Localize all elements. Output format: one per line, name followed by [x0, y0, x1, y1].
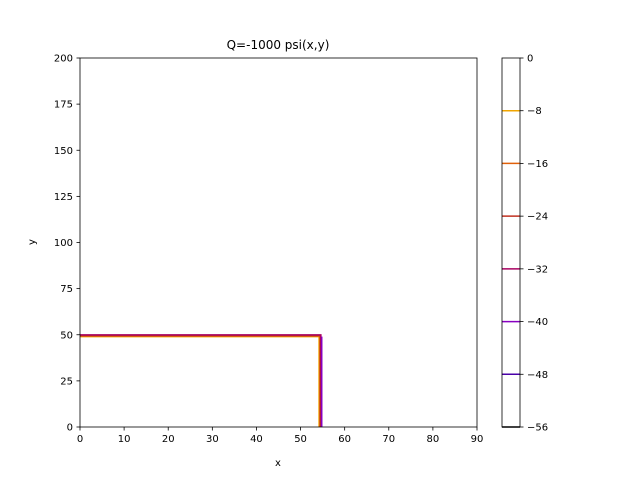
- plot-frame: [79, 57, 478, 428]
- contour-line-2: [80, 334, 322, 427]
- contour-line-3: [80, 334, 323, 428]
- contour-line-1: [80, 335, 321, 427]
- x-axis-ticks: 0 10 20 30 40 50 60 70 80 90: [77, 427, 484, 445]
- colorbar-tick-label: −16: [527, 159, 548, 170]
- y-axis-label: y: [27, 239, 38, 245]
- x-tick-label: 80: [427, 434, 440, 445]
- colorbar-lines: [502, 109, 520, 428]
- x-axis-label: x: [275, 458, 281, 469]
- colorbar-frame: [501, 57, 521, 428]
- contour-line-0: [80, 335, 320, 427]
- x-tick-label: 0: [77, 434, 83, 445]
- colorbar-ticks: 0 −8 −16 −24 −32 −40 −48 −56: [520, 54, 548, 434]
- colorbar: 0 −8 −16 −24 −32 −40 −48 −56: [501, 54, 548, 434]
- x-tick-label: 40: [250, 434, 263, 445]
- y-tick-label: 75: [60, 284, 73, 295]
- colorbar-tick-label: −48: [527, 370, 548, 381]
- colorbar-tick-label: −32: [527, 264, 548, 275]
- y-tick-label: 200: [54, 54, 73, 65]
- x-tick-label: 10: [118, 434, 131, 445]
- x-tick-label: 30: [206, 434, 219, 445]
- y-tick-label: 0: [67, 423, 73, 434]
- x-tick-label: 50: [294, 434, 307, 445]
- contour-layer: [80, 334, 323, 428]
- y-tick-label: 50: [60, 330, 73, 341]
- x-tick-label: 90: [471, 434, 484, 445]
- colorbar-tick-label: 0: [527, 54, 533, 65]
- y-tick-label: 25: [60, 376, 73, 387]
- y-tick-label: 100: [54, 238, 73, 249]
- x-tick-label: 70: [382, 434, 395, 445]
- x-tick-label: 60: [338, 434, 351, 445]
- y-axis-ticks: 0 25 50 75 100 125 150 175 200: [54, 54, 80, 434]
- colorbar-tick-label: −56: [527, 423, 548, 434]
- x-tick-label: 20: [162, 434, 175, 445]
- colorbar-tick-label: −8: [527, 106, 542, 117]
- colorbar-tick-label: −24: [527, 212, 548, 223]
- y-tick-label: 125: [54, 192, 73, 203]
- colorbar-tick-label: −40: [527, 317, 548, 328]
- y-tick-label: 150: [54, 146, 73, 157]
- plot-area: 0 10 20 30 40 50 60 70 80 90 0 25 50 75 100 125 150 175 2…: [54, 54, 483, 446]
- y-tick-label: 175: [54, 100, 73, 111]
- chart-title: Q=-1000 psi(x,y): [227, 38, 330, 52]
